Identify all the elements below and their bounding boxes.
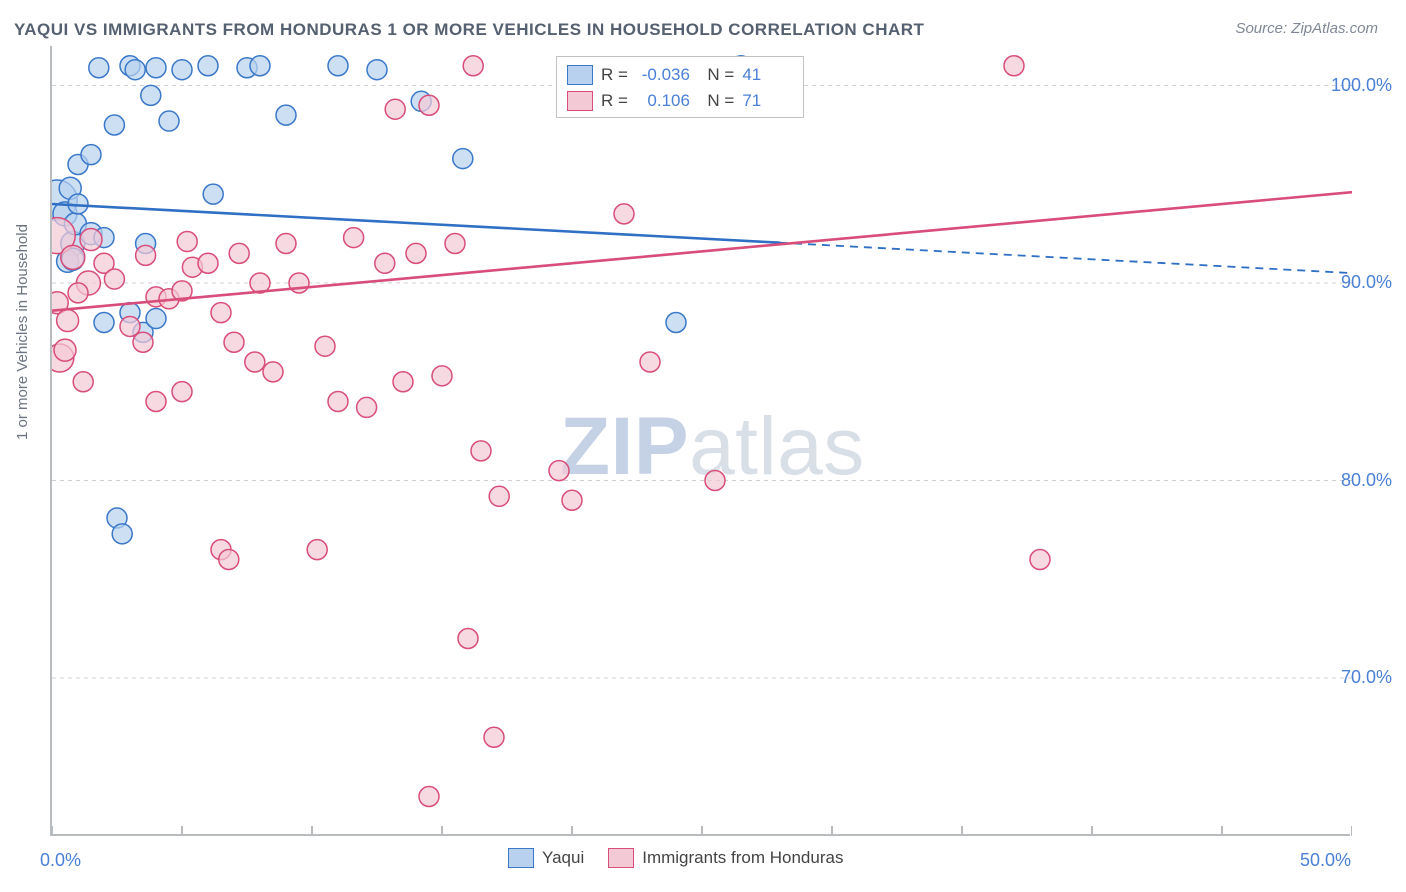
x-tick-label: 0.0% [40,850,81,871]
source-citation: Source: ZipAtlas.com [1235,20,1378,37]
stats-legend: R = -0.036 N = 41 R = 0.106 N = 71 [556,56,804,118]
series-legend: Yaqui Immigrants from Honduras [508,848,843,868]
legend-swatch-icon [608,848,634,868]
series-legend-item-0: Yaqui [508,848,584,868]
chart-title: YAQUI VS IMMIGRANTS FROM HONDURAS 1 OR M… [14,20,924,40]
y-axis-label: 1 or more Vehicles in Household [14,224,31,440]
stat-r-value-1: 0.106 [636,91,690,111]
chart-container: YAQUI VS IMMIGRANTS FROM HONDURAS 1 OR M… [0,0,1406,892]
stat-n-value-0: 41 [742,65,761,85]
legend-swatch-1 [567,91,593,111]
stat-n-label: N = [698,65,734,85]
stats-legend-row-1: R = 0.106 N = 71 [567,88,793,114]
legend-swatch-0 [567,65,593,85]
y-tick-label: 70.0% [1341,667,1392,688]
legend-swatch-icon [508,848,534,868]
y-tick-label: 100.0% [1331,75,1392,96]
y-tick-label: 90.0% [1341,272,1392,293]
scatter-plot-svg [52,46,1352,836]
x-tick-label: 50.0% [1300,850,1351,871]
legend-label-1: Immigrants from Honduras [642,848,843,868]
stat-n-label: N = [698,91,734,111]
series-legend-item-1: Immigrants from Honduras [608,848,843,868]
y-tick-label: 80.0% [1341,470,1392,491]
legend-label-0: Yaqui [542,848,584,868]
stat-r-value-0: -0.036 [636,65,690,85]
stat-r-label: R = [601,91,628,111]
stat-n-value-1: 71 [742,91,761,111]
stats-legend-row-0: R = -0.036 N = 41 [567,62,793,88]
plot-area [50,46,1350,836]
stat-r-label: R = [601,65,628,85]
